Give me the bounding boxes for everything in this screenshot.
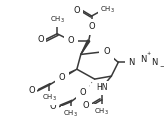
Text: $^+$: $^+$ bbox=[146, 51, 152, 57]
Text: O: O bbox=[88, 22, 95, 31]
Text: O: O bbox=[80, 88, 86, 97]
Text: O: O bbox=[50, 102, 57, 111]
Text: O: O bbox=[74, 6, 80, 15]
Text: N: N bbox=[140, 55, 146, 64]
Text: CH$_3$: CH$_3$ bbox=[64, 108, 78, 119]
Text: HN: HN bbox=[96, 83, 107, 92]
Polygon shape bbox=[62, 69, 77, 78]
Text: O: O bbox=[82, 101, 89, 110]
Text: O: O bbox=[68, 36, 74, 45]
Text: CH$_3$: CH$_3$ bbox=[42, 93, 57, 103]
Text: O: O bbox=[28, 86, 35, 95]
Text: CH$_3$: CH$_3$ bbox=[50, 15, 65, 25]
Text: N: N bbox=[152, 58, 158, 67]
Text: O: O bbox=[103, 47, 110, 56]
Polygon shape bbox=[81, 40, 90, 54]
Text: N: N bbox=[128, 58, 134, 67]
Text: O: O bbox=[59, 73, 65, 82]
Text: O: O bbox=[37, 35, 44, 44]
Text: CH$_3$: CH$_3$ bbox=[94, 107, 109, 117]
Text: CH$_3$: CH$_3$ bbox=[100, 5, 115, 15]
Text: $^-$: $^-$ bbox=[158, 63, 165, 72]
